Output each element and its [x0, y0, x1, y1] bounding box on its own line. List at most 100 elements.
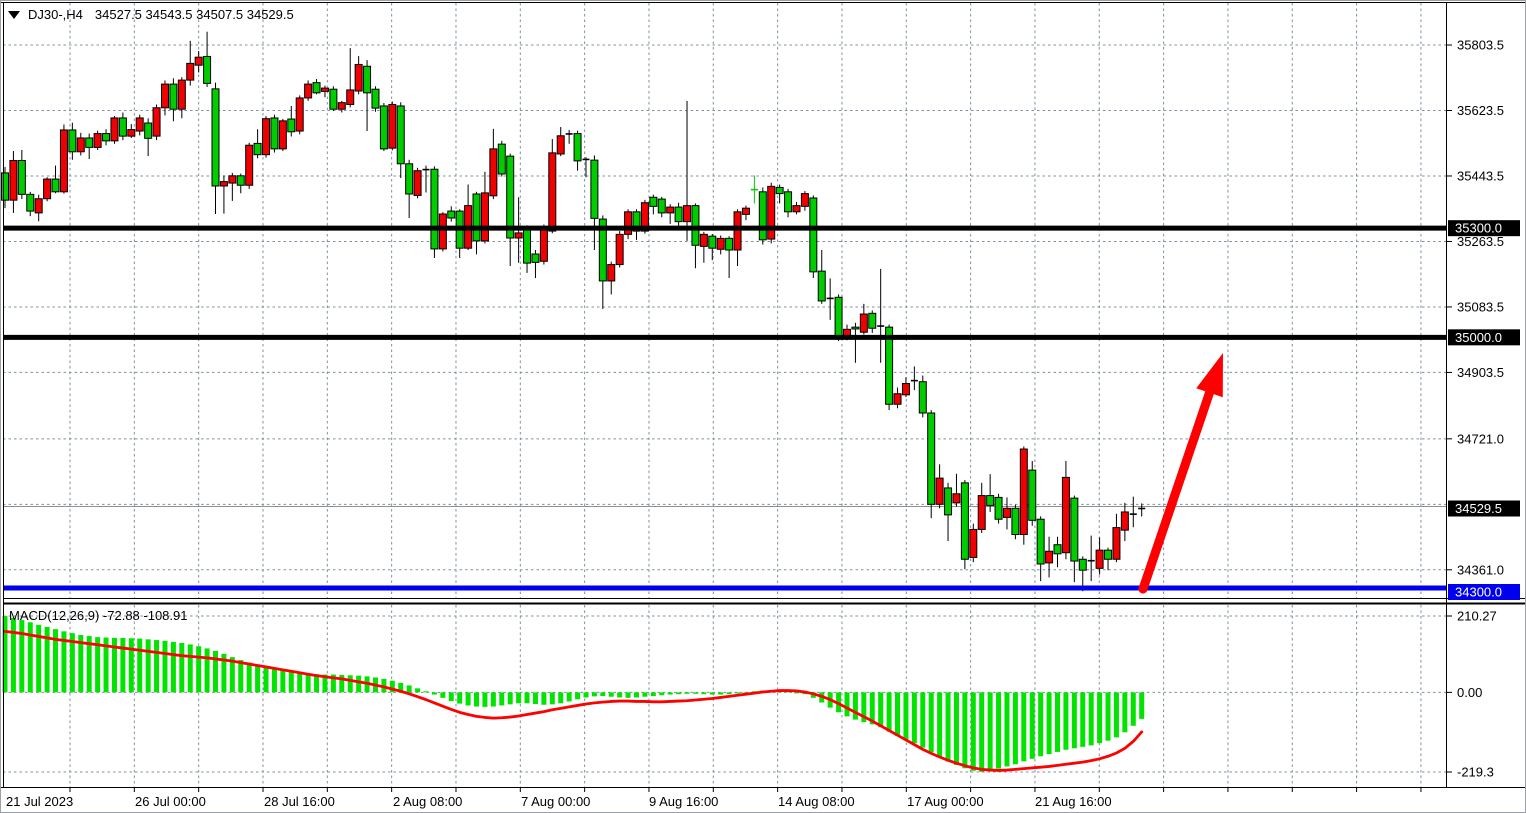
candle-up — [489, 148, 498, 197]
macd-bar — [95, 637, 101, 693]
candle-up — [1112, 527, 1121, 560]
macd-bar — [996, 692, 1002, 769]
macd-bar — [61, 631, 67, 693]
candle-down — [784, 191, 793, 213]
candle-down — [834, 296, 843, 338]
macd-bar — [895, 692, 901, 736]
macd-bar — [650, 692, 656, 696]
candle-up — [1045, 550, 1054, 564]
candle-down — [287, 118, 296, 133]
candle-down — [657, 198, 666, 214]
macd-bar — [305, 673, 311, 693]
candle-up — [152, 107, 161, 137]
trend-arrow[interactable] — [1138, 353, 1223, 594]
macd-bar — [903, 692, 909, 740]
macd-bar — [406, 685, 412, 693]
candle-down — [573, 133, 582, 162]
candle-down — [447, 210, 456, 219]
macd-bar — [19, 620, 25, 693]
macd-bar — [861, 692, 867, 723]
macd-bar — [238, 660, 244, 693]
candle-up — [1095, 549, 1104, 569]
candle-down — [1, 172, 9, 201]
macd-bar — [44, 626, 50, 693]
macd-bar — [953, 692, 959, 765]
candle-down — [371, 88, 380, 109]
macd-bar — [69, 633, 75, 693]
macd-bar — [591, 692, 597, 697]
candle-up — [228, 175, 237, 184]
price-axis-label: 35083.5 — [1457, 299, 1504, 314]
macd-bar — [1046, 692, 1052, 755]
quick-trade-panel-toggle-icon[interactable] — [8, 10, 20, 19]
candle-down — [236, 175, 245, 186]
pane-borders — [1, 2, 1525, 788]
time-axis[interactable]: 21 Jul 2023 26 Jul 00:00 28 Jul 16:00 2 Aug… — [6, 788, 1422, 809]
candle-up — [683, 205, 692, 223]
macd-bar — [600, 692, 606, 696]
macd-bar — [549, 692, 555, 705]
candle-up — [548, 152, 557, 232]
macd-bar — [844, 692, 850, 717]
macd-bar — [263, 666, 269, 693]
macd-bar — [347, 675, 353, 693]
macd-bar — [1004, 692, 1010, 767]
candle-up — [194, 56, 203, 66]
macd-bar — [490, 692, 496, 707]
macd-bar — [465, 692, 471, 706]
macd-bar — [575, 692, 581, 700]
candle-up — [76, 137, 85, 153]
price-axis-label: 35623.5 — [1457, 103, 1504, 118]
macd-bar — [726, 692, 732, 695]
candle-up — [59, 129, 68, 193]
candle-up — [262, 118, 271, 156]
macd-bar — [280, 670, 286, 693]
candle-down — [430, 168, 439, 250]
macd-bar — [255, 664, 261, 693]
macd-bar — [246, 662, 252, 693]
price-axis[interactable]: 35803.5 35623.5 35443.5 35263.5 35083.5 34903… — [1446, 38, 1520, 780]
candle-down — [169, 83, 178, 110]
macd-bar — [423, 691, 429, 693]
candle-down — [885, 326, 894, 405]
macd-bar — [389, 680, 395, 693]
candle-up — [969, 528, 978, 558]
macd-bar — [937, 692, 943, 758]
macd-bar — [1139, 692, 1145, 719]
candle-down — [312, 82, 321, 94]
macd-signal-line — [3, 629, 1144, 772]
macd-bar — [137, 638, 143, 693]
macd-bar — [1097, 692, 1103, 744]
macd-bar — [608, 692, 614, 697]
candle-up — [245, 144, 254, 186]
candle-down — [17, 160, 26, 195]
candle-down — [632, 211, 641, 232]
candle-down — [506, 155, 515, 239]
macd-bar — [869, 692, 875, 725]
candle-down — [918, 381, 927, 414]
candle-up — [935, 477, 944, 505]
price-axis-label: 34903.5 — [1457, 365, 1504, 380]
candle-up — [607, 264, 616, 282]
candle-up — [354, 63, 363, 92]
macd-bar — [1021, 692, 1027, 762]
trend-arrow-shaft[interactable] — [1138, 382, 1216, 594]
macd-bar — [524, 692, 530, 704]
macd-bar — [1113, 692, 1119, 738]
time-axis-label: 7 Aug 00:00 — [521, 794, 590, 809]
candle-up — [43, 178, 52, 200]
trend-arrow-head[interactable] — [1196, 353, 1223, 398]
price-axis-label: 34721.0 — [1457, 431, 1504, 446]
candle-up — [859, 313, 868, 333]
macd-bar — [566, 692, 572, 702]
candle-up — [640, 202, 649, 232]
macd-bar — [10, 617, 16, 693]
macd-bar — [878, 692, 884, 728]
macd-bar — [179, 642, 185, 693]
macd-bar — [1012, 692, 1018, 765]
macd-bar — [111, 637, 117, 693]
time-axis-label: 21 Jul 2023 — [6, 794, 73, 809]
candle-up — [952, 493, 961, 504]
macd-bar — [1105, 692, 1111, 741]
